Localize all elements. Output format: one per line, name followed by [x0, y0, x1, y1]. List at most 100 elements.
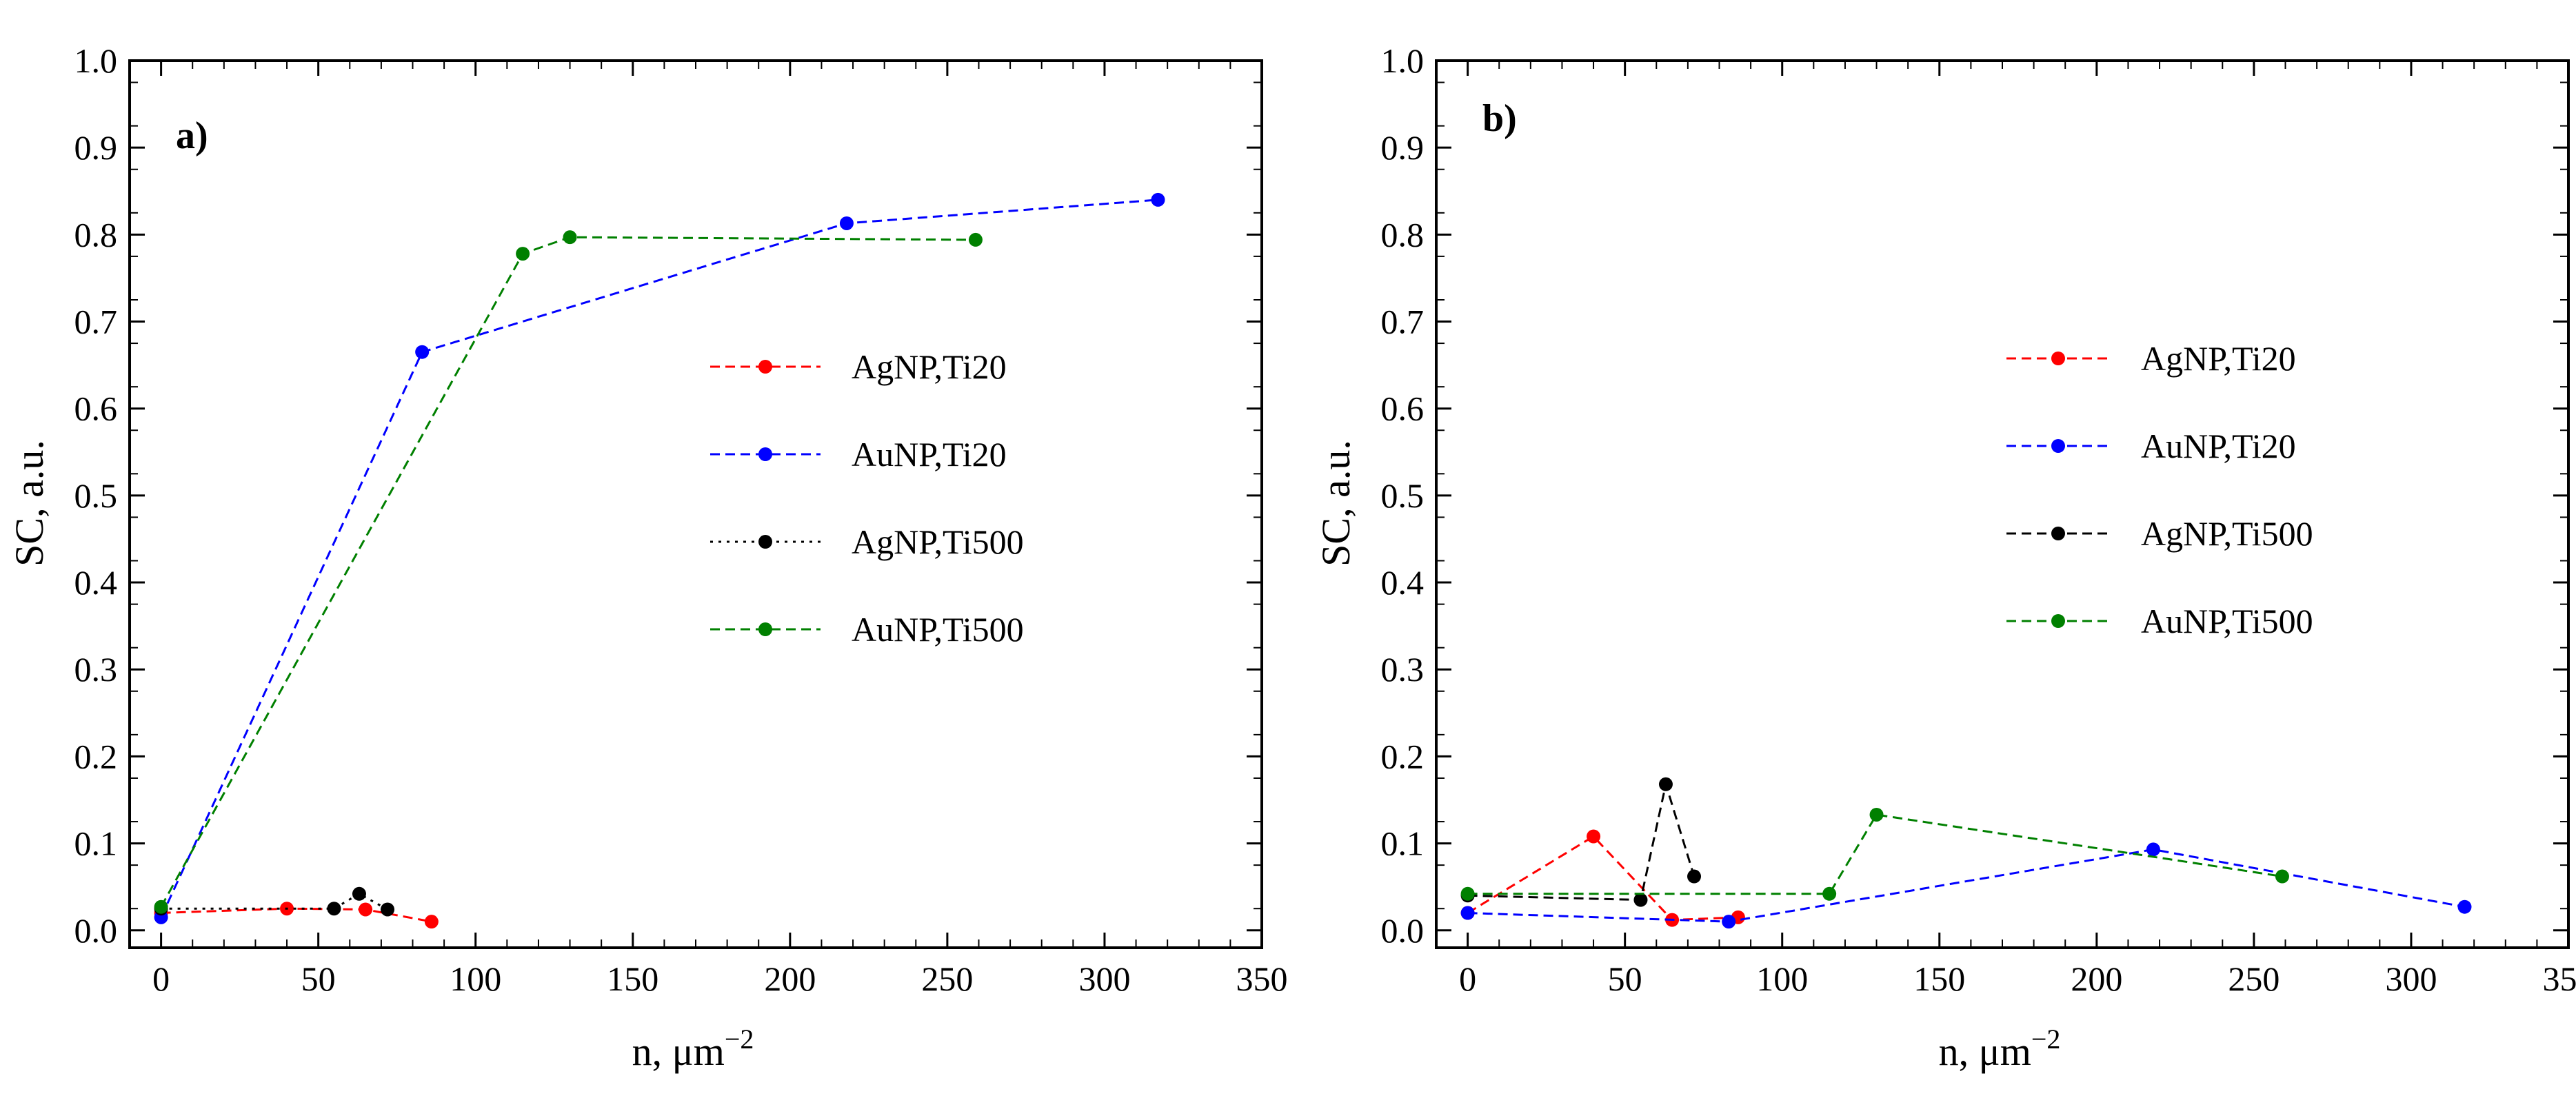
- x-axis-title-superscript: −2: [2031, 1024, 2061, 1055]
- data-point: [1460, 906, 1475, 920]
- x-tick-label: 200: [764, 959, 816, 998]
- x-tick-label: 150: [607, 959, 658, 998]
- series-line-3: [160, 236, 976, 908]
- legend-marker: [758, 535, 772, 549]
- data-point: [2146, 842, 2160, 857]
- legend-marker: [758, 360, 772, 374]
- y-axis-title: SC, a.u.: [1314, 440, 1358, 567]
- x-axis-title-base: n, μm: [1939, 1029, 2031, 1074]
- x-tick-label: 250: [921, 959, 973, 998]
- x-tick-label: 0: [1459, 959, 1476, 998]
- series-line-2: [1467, 780, 1695, 902]
- x-axis-title: n, μm−2: [1939, 1024, 2061, 1074]
- legend: AgNP,Ti20 AuNP,Ti20 AgNP,Ti500 AuNP,Ti500: [710, 347, 1024, 649]
- series-line-0: [1467, 835, 1738, 922]
- legend-label: AuNP,Ti20: [852, 435, 1007, 474]
- y-tick-label: 0.4: [74, 563, 118, 602]
- data-point: [1869, 807, 1884, 822]
- legend-label: AgNP,Ti20: [852, 347, 1007, 386]
- data-point: [424, 915, 439, 929]
- legend-label: AgNP,Ti20: [2141, 339, 2296, 378]
- series-line-3: [1467, 813, 2283, 895]
- x-tick-label: 200: [2071, 959, 2122, 998]
- x-tick-label: 100: [1756, 959, 1808, 998]
- y-tick-label: 0.3: [74, 650, 118, 689]
- y-tick-label: 0.9: [1381, 128, 1425, 167]
- y-tick-label: 0.1: [1381, 824, 1425, 863]
- panel-a: 0 50 100 150 200 250 300 350 0.0 0.1 0.2 0.3 0.4 0.5 0…: [7, 41, 1288, 1074]
- x-tick-label: 100: [450, 959, 501, 998]
- y-tick-label: 1.0: [1381, 41, 1425, 80]
- y-tick-label: 0.7: [1381, 303, 1425, 341]
- data-point: [1460, 886, 1475, 901]
- legend-label: AuNP,Ti500: [2141, 602, 2313, 640]
- legend-marker: [758, 622, 772, 636]
- data-point: [359, 902, 373, 917]
- legend-marker: [2051, 527, 2065, 540]
- y-tick-label: 0.6: [1381, 389, 1425, 428]
- data-point: [1658, 777, 1673, 791]
- legend-marker: [2051, 352, 2065, 365]
- y-tick-label: 0.8: [74, 215, 118, 254]
- x-tick-label: 300: [2385, 959, 2437, 998]
- plot-frame: [1435, 59, 2570, 949]
- x-tick-label: 50: [1608, 959, 1642, 998]
- data-point: [516, 247, 530, 261]
- x-tick-label: 350: [2543, 959, 2576, 998]
- y-tick-label: 0.4: [1381, 563, 1425, 602]
- y-tick-label: 0.0: [1381, 911, 1425, 950]
- data-point: [839, 216, 854, 230]
- series-line-1: [1467, 848, 2465, 923]
- y-tick-label: 0.8: [1381, 215, 1425, 254]
- legend-marker: [2051, 614, 2065, 628]
- panel-b: 0 50 100 150 200 250 300 350 0.0 0.1 0.2 0.3 0.4 0.5 0…: [1314, 41, 2576, 1074]
- data-point: [327, 902, 341, 916]
- plot-frame: [128, 59, 1263, 949]
- data-point: [415, 345, 430, 359]
- data-point: [1587, 829, 1601, 844]
- y-tick-label: 1.0: [74, 41, 118, 80]
- data-point: [563, 230, 577, 245]
- x-tick-label: 150: [1913, 959, 1965, 998]
- x-tick-label: 300: [1078, 959, 1130, 998]
- data-point: [2457, 899, 2472, 914]
- data-point: [1633, 893, 1648, 907]
- x-tick-label: 350: [1236, 959, 1288, 998]
- y-tick-label: 0.5: [74, 476, 118, 515]
- data-point: [381, 902, 395, 917]
- x-axis-title: n, μm−2: [632, 1024, 754, 1074]
- y-tick-label: 0.2: [1381, 737, 1425, 775]
- y-tick-label: 0.3: [1381, 650, 1425, 689]
- x-axis-title-superscript: −2: [725, 1024, 754, 1055]
- x-tick-label: 0: [152, 959, 170, 998]
- legend-marker: [758, 447, 772, 461]
- panel-label: b): [1482, 97, 1517, 140]
- data-point: [1722, 915, 1736, 929]
- data-point: [2275, 869, 2289, 884]
- legend: AgNP,Ti20 AuNP,Ti20 AgNP,Ti500 AuNP,Ti500: [2006, 339, 2313, 640]
- y-tick-label: 0.0: [74, 911, 118, 950]
- data-point: [1151, 192, 1165, 207]
- x-axis-title-base: n, μm: [632, 1029, 725, 1074]
- series-line-0: [161, 907, 432, 923]
- y-tick-label: 0.1: [74, 824, 118, 863]
- data-point: [352, 886, 366, 901]
- y-tick-label: 0.5: [1381, 476, 1425, 515]
- x-tick-label: 50: [301, 959, 336, 998]
- legend-label: AuNP,Ti500: [852, 610, 1024, 649]
- legend-label: AgNP,Ti500: [852, 522, 1024, 561]
- y-tick-label: 0.6: [74, 389, 118, 428]
- data-point: [154, 899, 168, 914]
- y-axis-title: SC, a.u.: [7, 440, 52, 567]
- legend-label: AuNP,Ti20: [2141, 427, 2296, 465]
- legend-label: AgNP,Ti500: [2141, 514, 2313, 553]
- y-tick-label: 0.7: [74, 303, 118, 341]
- data-point: [1822, 886, 1837, 901]
- series-line-1: [160, 199, 1158, 918]
- y-tick-label: 0.2: [74, 737, 118, 775]
- legend-marker: [2051, 439, 2065, 453]
- x-tick-label: 250: [2228, 959, 2280, 998]
- data-point: [1687, 869, 1702, 884]
- panel-label: a): [176, 114, 208, 157]
